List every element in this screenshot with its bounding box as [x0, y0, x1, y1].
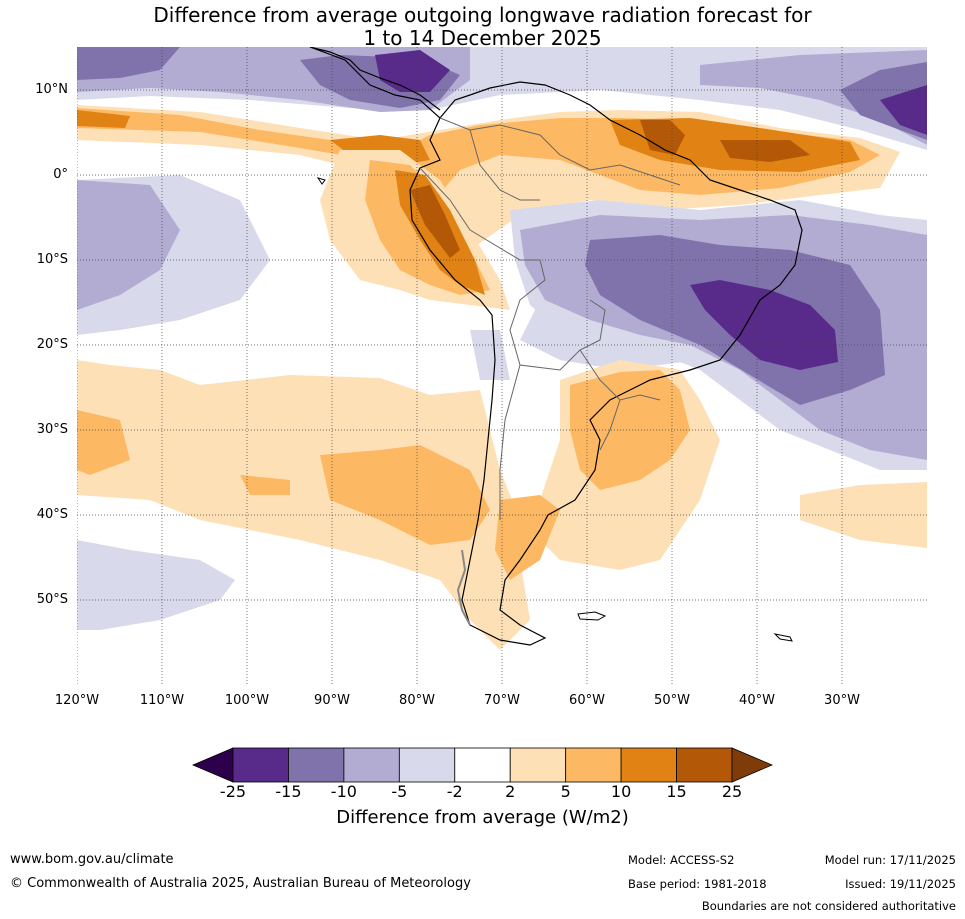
anomaly-eq-brown: [640, 120, 810, 162]
colorbar-label: Difference from average (W/m2): [336, 807, 629, 828]
colorbar-tick-label: 15: [666, 782, 687, 801]
colorbar-tick-label: -10: [330, 782, 357, 801]
colorbar-tick-label: -25: [219, 782, 247, 801]
map-panel: [77, 47, 927, 685]
colorbar-segment: [232, 747, 289, 783]
graticule: [77, 47, 927, 685]
colorbar-segments: [232, 747, 733, 783]
anomaly-field: [77, 47, 927, 685]
colorbar-tick-label: -15: [275, 782, 302, 801]
lat-label-40s: 40°S: [36, 507, 68, 522]
south-georgia: [773, 633, 793, 642]
lat-label-30s: 30°S: [36, 422, 68, 437]
lat-label-50s: 50°S: [36, 592, 68, 607]
anomaly-south-orange: [77, 370, 690, 580]
colorbar-segment: [343, 747, 400, 783]
lat-label-10s: 10°S: [36, 252, 68, 267]
colorbar-tick-label: 25: [721, 782, 743, 801]
colorbar-segment: [565, 747, 622, 783]
lat-label-10n: 10°N: [35, 82, 68, 97]
footer-base-period: Base period: 1981-2018: [628, 877, 767, 891]
colorbar-tick-label: 2: [505, 782, 516, 801]
title-line-1: Difference from average outgoing longwav…: [153, 3, 812, 27]
map-title: Difference from average outgoing longwav…: [0, 4, 965, 50]
lon-label-80w: 80°W: [399, 693, 435, 708]
lat-label-20s: 20°S: [36, 337, 68, 352]
colorbar: [191, 747, 774, 783]
footer-disclaimer: Boundaries are not considered authoritat…: [701, 899, 956, 913]
coastline-south-america: [309, 47, 803, 646]
coastline-central-america: [309, 47, 441, 111]
colorbar-tick-label: 5: [560, 782, 571, 801]
title-line-2: 1 to 14 December 2025: [363, 26, 602, 50]
footer-model-run: Model run: 17/11/2025: [824, 853, 956, 867]
colorbar-over-arrow: [731, 747, 774, 783]
country-borders: [419, 117, 681, 520]
footer-model: Model: ACCESS-S2: [628, 853, 735, 867]
anomaly-pacific-light-purple: [77, 175, 700, 380]
lon-label-100w: 100°W: [224, 693, 270, 708]
galapagos: [316, 177, 326, 185]
falkland-islands: [577, 611, 607, 621]
footer-issued: Issued: 19/11/2025: [845, 877, 956, 891]
anomaly-andes-brown: [410, 185, 460, 258]
chilean-fjords: [456, 549, 471, 626]
colorbar-segment: [620, 747, 677, 783]
footer-website: www.bom.gov.au/climate: [10, 852, 174, 867]
lon-label-50w: 50°W: [654, 693, 690, 708]
colorbar-tick-label: -2: [446, 782, 463, 801]
lon-label-70w: 70°W: [484, 693, 520, 708]
anomaly-southwest-light-purple: [77, 540, 235, 630]
colorbar-under-arrow: [191, 747, 234, 783]
anomaly-pacific-purple: [77, 180, 180, 310]
anomaly-brazil-dark-purple: [690, 280, 838, 370]
colorbar-segment: [509, 747, 567, 783]
colorbar-tick-label: 10: [610, 782, 632, 801]
anomaly-north-dark-purple: [375, 50, 927, 135]
lon-label-90w: 90°W: [314, 693, 350, 708]
colorbar-segment: [398, 747, 456, 783]
colorbar-segment: [454, 747, 511, 783]
anomaly-north-purple-east: [700, 50, 927, 145]
lon-label-30w: 30°W: [824, 693, 860, 708]
lon-label-110w: 110°W: [139, 693, 185, 708]
footer-copyright: © Commonwealth of Australia 2025, Austra…: [10, 876, 471, 891]
colorbar-tick-label: -5: [391, 782, 408, 801]
lon-label-40w: 40°W: [739, 693, 775, 708]
colorbar-segment: [676, 747, 733, 783]
lon-label-120w: 120°W: [54, 693, 100, 708]
lat-label-0: 0°: [53, 167, 68, 182]
lon-label-60w: 60°W: [569, 693, 605, 708]
colorbar-segment: [288, 747, 345, 783]
